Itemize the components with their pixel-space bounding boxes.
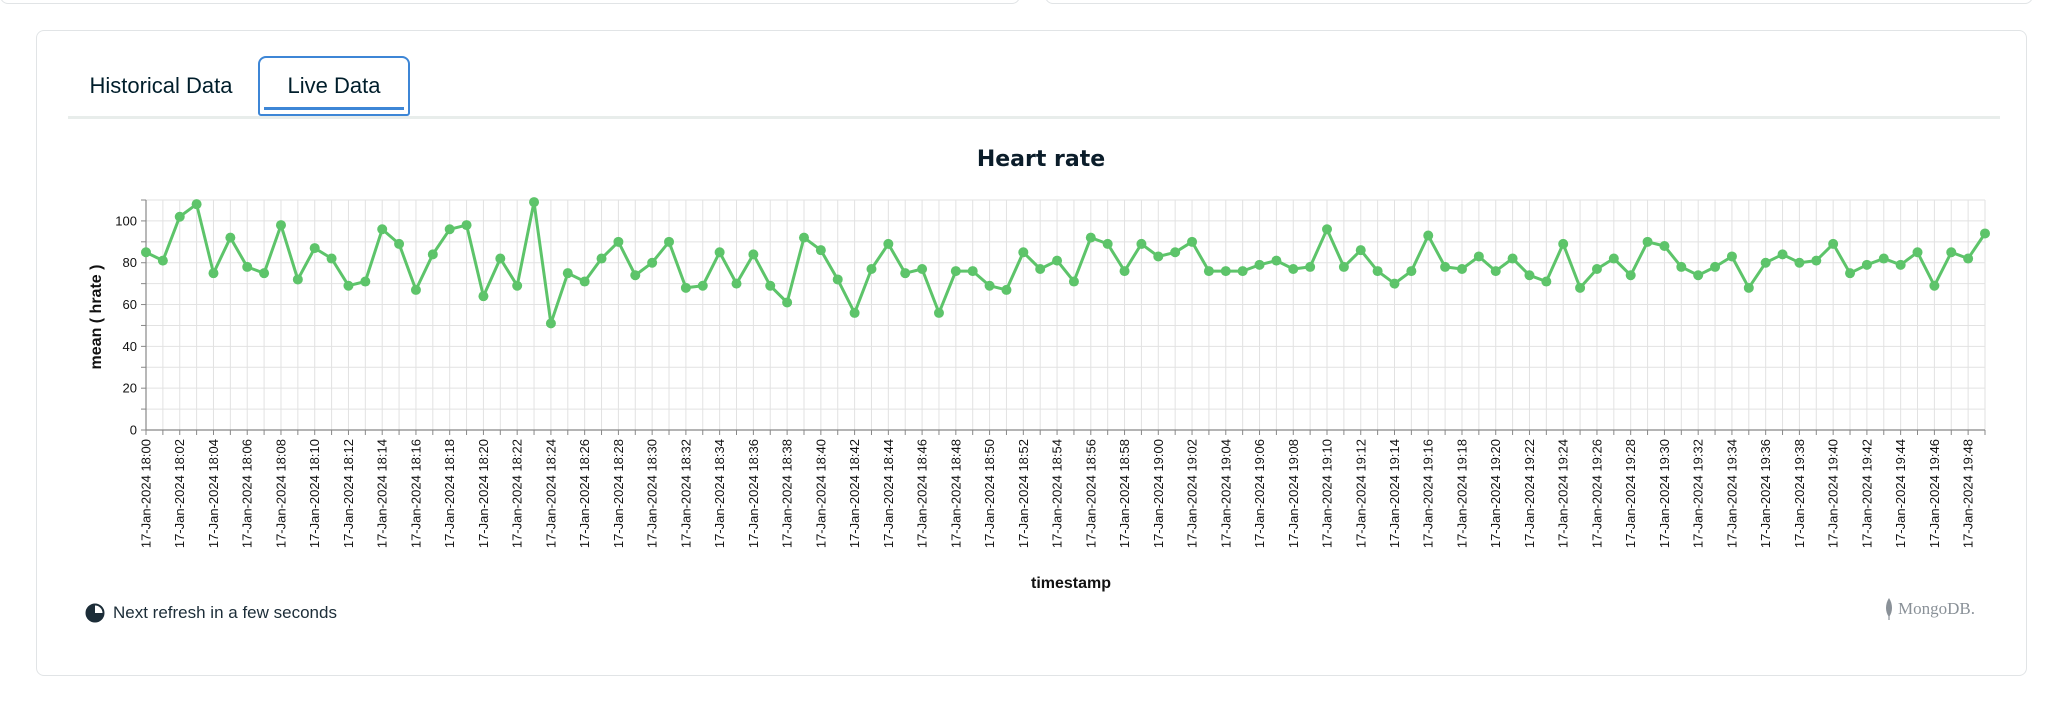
active-tab-indicator [264,107,404,110]
refresh-status: Next refresh in a few seconds [85,600,337,626]
refresh-text: Next refresh in a few seconds [113,603,337,622]
refresh-timer-icon [85,603,105,623]
mongodb-leaf-icon [1886,598,1892,620]
tab-bar: Historical Data Live Data [68,56,2000,119]
brand-text: MongoDB. [1898,599,1975,618]
tab-live-data[interactable]: Live Data [258,56,410,116]
tab-historical-data[interactable]: Historical Data [89,73,233,98]
mongodb-logo: MongoDB. [1884,596,1975,622]
previous-panel-card [0,0,1020,4]
chart-card [36,30,2027,676]
previous-panel-card-right [1045,0,2033,4]
tab-live-data-label: Live Data [287,73,381,98]
